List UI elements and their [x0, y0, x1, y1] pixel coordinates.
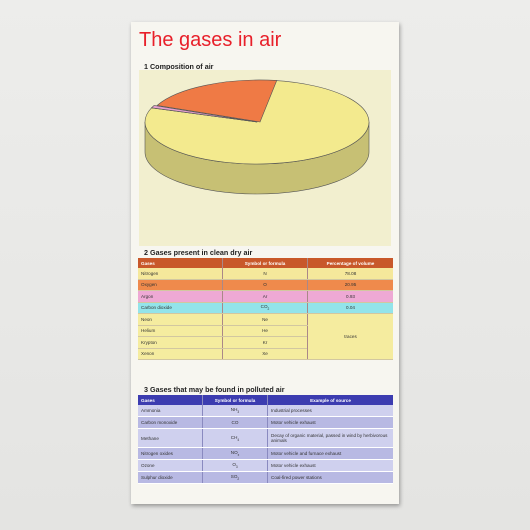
formula-text: O [232, 462, 236, 468]
formula-subscript: 2 [267, 307, 270, 312]
gas-formula: O3 [202, 459, 268, 472]
gas-formula: CO2 [222, 302, 308, 314]
table-row: Nitrogen N 78.08 [138, 268, 393, 280]
table-row: Methane CH4 Decay of organic material, pas… [138, 428, 393, 448]
section1-heading: 1 Composition of air [144, 62, 214, 71]
trace-label: traces [307, 313, 393, 360]
poster: The gases in air 1 Composition of air Ni… [131, 22, 399, 504]
table-row: Ammonia NH3 Industrial processes [138, 405, 393, 417]
gas-name: Carbon monoxide [138, 416, 203, 429]
gas-source: Coal-fired power stations [267, 471, 393, 484]
pie-chart [144, 79, 370, 195]
gas-name: Oxygen [138, 279, 223, 291]
pie-slice-oxygen [156, 79, 278, 123]
gas-formula: Xe [222, 348, 308, 360]
gas-name: Nitrogen oxides [138, 447, 203, 460]
table-row: Carbon monoxide CO Motor vehicle exhaust [138, 416, 393, 429]
gas-formula: NOx [202, 447, 268, 460]
formula-subscript: 4 [237, 437, 240, 442]
section3-heading: 3 Gases that may be found in polluted ai… [144, 385, 285, 394]
gas-name: Sulphur dioxide [138, 471, 203, 484]
gas-percentage: 20.95 [307, 279, 393, 291]
table-row: Carbon dioxide CO2 0.04 [138, 302, 393, 314]
table-row: Ozone O3 Motor vehicle exhaust [138, 459, 393, 472]
gas-source: Motor vehicle and furnace exhaust [267, 447, 393, 460]
header-gases: Gases [138, 258, 223, 268]
gas-name: Xenon [138, 348, 223, 360]
formula-text: NH [230, 407, 238, 413]
header-formula: Symbol or formula [202, 395, 268, 405]
gas-name: Neon [138, 313, 223, 326]
gas-formula: NH3 [202, 405, 268, 417]
gas-formula: He [222, 325, 308, 337]
table-row: Neon Ne traces [138, 313, 393, 360]
gas-formula: SO2 [202, 471, 268, 484]
formula-text: O [263, 282, 267, 288]
gas-name: Argon [138, 290, 223, 303]
clean-air-table: Gases Symbol or formula Percentage of vo… [138, 258, 393, 360]
formula-text: He [262, 328, 268, 334]
formula-text: NO [230, 450, 238, 456]
formula-text: Kr [262, 339, 268, 345]
formula-subscript: 3 [237, 409, 240, 414]
table-header-row: Gases Symbol or formula Example of sourc… [138, 395, 393, 405]
gas-source: Motor vehicle exhaust [267, 459, 393, 472]
gas-name: Nitrogen [138, 268, 223, 280]
header-percentage: Percentage of volume [307, 258, 393, 268]
gas-name: Helium [138, 325, 223, 337]
gas-name: Krypton [138, 336, 223, 349]
gas-percentage: 0.04 [307, 302, 393, 314]
formula-text: CH [230, 434, 238, 440]
chart-panel: NitrogenCarbon dioxideArgonOxygen [139, 70, 391, 271]
formula-text: CO [231, 420, 239, 425]
formula-subscript: x [237, 452, 240, 457]
section2-heading: 2 Gases present in clean dry air [144, 248, 253, 257]
poster-title: The gases in air [139, 29, 282, 51]
pie-slice-argon [151, 105, 258, 123]
gas-source: Motor vehicle exhaust [267, 416, 393, 429]
formula-text: Ne [262, 316, 268, 322]
table-row: Xenon Xe [138, 348, 393, 360]
formula-text: SO [230, 474, 238, 480]
pie-slice-nitrogen [144, 80, 370, 165]
gas-source: Industrial processes [267, 405, 393, 417]
formula-subscript: 2 [237, 476, 240, 481]
table-row: Krypton Kr [138, 336, 393, 349]
gas-source: Decay of organic material, passed in win… [267, 428, 393, 448]
gas-formula: Ne [222, 313, 308, 326]
header-formula: Symbol or formula [222, 258, 308, 268]
table-row: Argon Ar 0.93 [138, 290, 393, 303]
gas-name: Ammonia [138, 405, 203, 417]
gas-formula: Kr [222, 336, 308, 349]
gas-formula: Ar [222, 290, 308, 303]
gas-name: Carbon dioxide [138, 302, 223, 314]
gas-formula: CO [202, 416, 268, 429]
table-row: Nitrogen oxides NOx Motor vehicle and furn… [138, 447, 393, 460]
gas-formula: N [222, 268, 308, 280]
table-row: Oxygen O 20.95 [138, 279, 393, 291]
table-header-row: Gases Symbol or formula Percentage of vo… [138, 258, 393, 268]
gas-percentage: 0.93 [307, 290, 393, 303]
table-row: Sulphur dioxide SO2 Coal-fired power stati… [138, 471, 393, 484]
formula-text: Ar [262, 293, 268, 299]
header-gases: Gases [138, 395, 203, 405]
gas-formula: O [222, 279, 308, 291]
polluted-air-table: Gases Symbol or formula Example of sourc… [138, 395, 393, 484]
table-row: Helium He [138, 325, 393, 337]
header-source: Example of source [267, 395, 393, 405]
formula-text: CO [260, 304, 268, 310]
gas-formula: CH4 [202, 428, 268, 448]
formula-subscript: 3 [235, 464, 238, 469]
formula-text: Xe [262, 351, 268, 357]
formula-text: N [263, 270, 267, 276]
gas-name: Ozone [138, 459, 203, 472]
gas-name: Methane [138, 428, 203, 448]
gas-percentage: 78.08 [307, 268, 393, 280]
